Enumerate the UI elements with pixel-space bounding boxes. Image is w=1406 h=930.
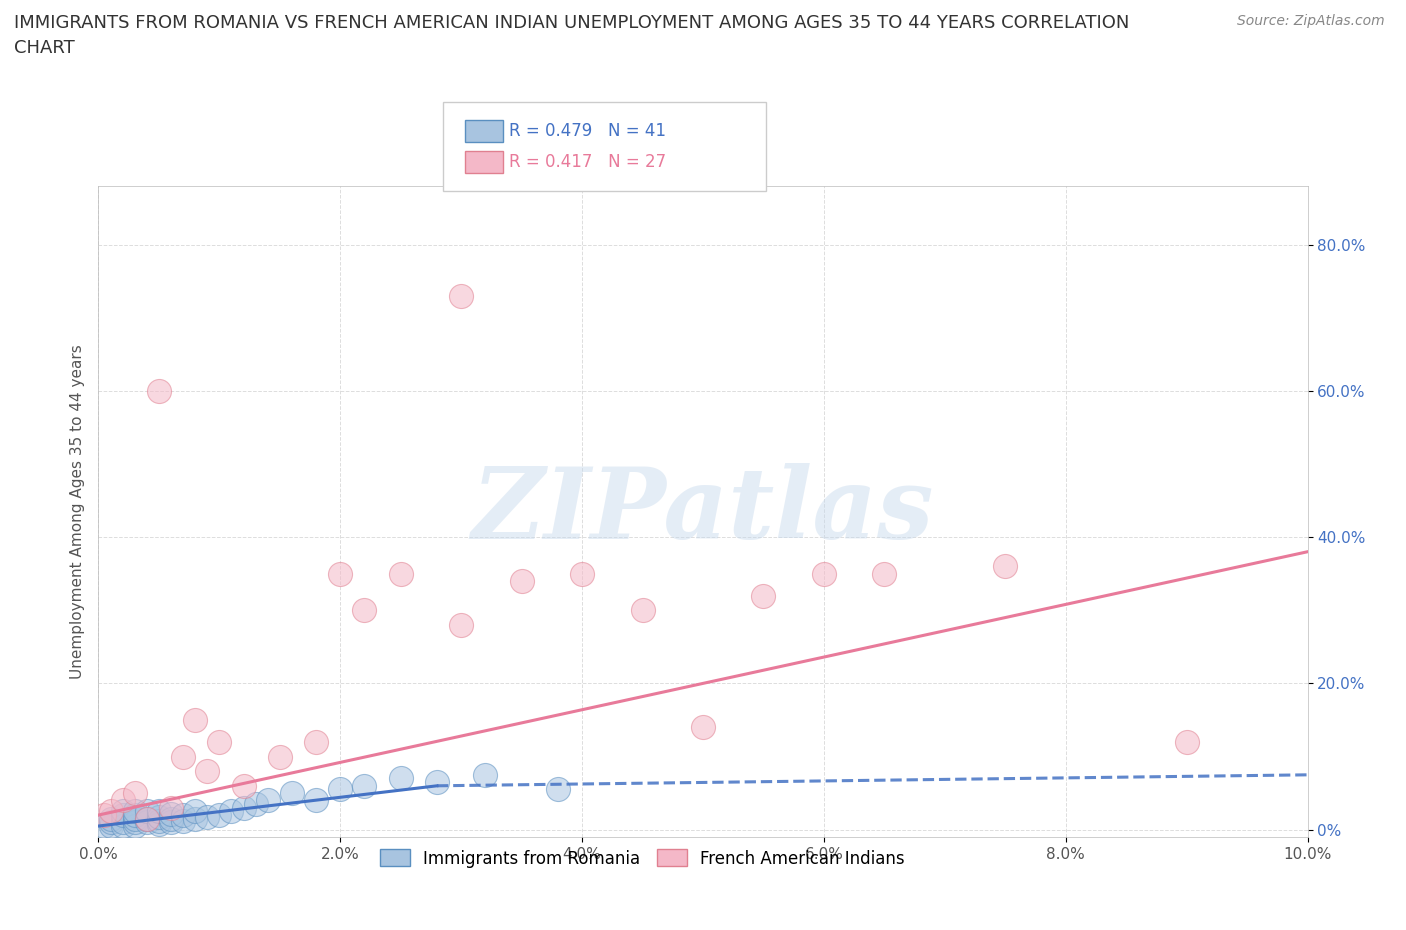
Point bbox=[245, 797, 267, 812]
Point bbox=[450, 288, 472, 303]
Point bbox=[184, 804, 207, 818]
Point bbox=[148, 809, 170, 824]
Point bbox=[93, 807, 115, 822]
Point bbox=[813, 566, 835, 581]
Point bbox=[111, 804, 134, 818]
Text: ZIPatlas: ZIPatlas bbox=[472, 463, 934, 560]
Point bbox=[692, 720, 714, 735]
Point bbox=[148, 383, 170, 398]
Point bbox=[195, 764, 218, 778]
Point bbox=[124, 811, 146, 826]
Point bbox=[100, 811, 122, 826]
Point bbox=[172, 814, 194, 829]
Point bbox=[353, 603, 375, 618]
Point bbox=[124, 804, 146, 818]
Point bbox=[172, 807, 194, 822]
Point bbox=[305, 735, 328, 750]
Point bbox=[172, 749, 194, 764]
Point bbox=[994, 559, 1017, 574]
Point bbox=[571, 566, 593, 581]
Point bbox=[135, 815, 157, 830]
Point bbox=[111, 807, 134, 822]
Point bbox=[1175, 735, 1198, 750]
Point bbox=[474, 767, 496, 782]
Legend: Immigrants from Romania, French American Indians: Immigrants from Romania, French American… bbox=[374, 843, 911, 874]
Point bbox=[221, 804, 243, 818]
Point bbox=[208, 807, 231, 822]
Point bbox=[124, 818, 146, 833]
Point bbox=[160, 806, 183, 821]
Point bbox=[184, 712, 207, 727]
Point bbox=[124, 807, 146, 822]
Point bbox=[135, 811, 157, 826]
Point bbox=[160, 801, 183, 816]
Point bbox=[111, 815, 134, 830]
Point bbox=[148, 814, 170, 829]
Point bbox=[124, 786, 146, 801]
Point bbox=[111, 793, 134, 808]
Point bbox=[269, 749, 291, 764]
Point bbox=[232, 778, 254, 793]
Point bbox=[256, 793, 278, 808]
Point bbox=[305, 793, 328, 808]
Text: IMMIGRANTS FROM ROMANIA VS FRENCH AMERICAN INDIAN UNEMPLOYMENT AMONG AGES 35 TO : IMMIGRANTS FROM ROMANIA VS FRENCH AMERIC… bbox=[14, 14, 1129, 57]
Point bbox=[135, 804, 157, 818]
Point bbox=[281, 786, 304, 801]
Point bbox=[547, 782, 569, 797]
Point bbox=[160, 811, 183, 826]
Point bbox=[100, 804, 122, 818]
Point bbox=[450, 618, 472, 632]
Point bbox=[232, 801, 254, 816]
Point bbox=[353, 778, 375, 793]
Point bbox=[752, 588, 775, 603]
Text: R = 0.479   N = 41: R = 0.479 N = 41 bbox=[509, 122, 666, 140]
Point bbox=[873, 566, 896, 581]
Point bbox=[100, 815, 122, 830]
Point bbox=[389, 771, 412, 786]
Point bbox=[148, 817, 170, 831]
Point bbox=[184, 811, 207, 826]
Point bbox=[195, 809, 218, 824]
Point bbox=[510, 574, 533, 589]
Point bbox=[631, 603, 654, 618]
Point bbox=[426, 775, 449, 790]
Point bbox=[389, 566, 412, 581]
Text: Source: ZipAtlas.com: Source: ZipAtlas.com bbox=[1237, 14, 1385, 28]
Point bbox=[329, 566, 352, 581]
Point bbox=[329, 782, 352, 797]
Y-axis label: Unemployment Among Ages 35 to 44 years: Unemployment Among Ages 35 to 44 years bbox=[69, 344, 84, 679]
Point bbox=[135, 811, 157, 826]
Point bbox=[148, 804, 170, 818]
Text: R = 0.417   N = 27: R = 0.417 N = 27 bbox=[509, 153, 666, 171]
Point bbox=[100, 818, 122, 833]
Point bbox=[124, 815, 146, 830]
Point bbox=[111, 818, 134, 833]
Point bbox=[160, 815, 183, 830]
Point bbox=[93, 818, 115, 833]
Point bbox=[208, 735, 231, 750]
